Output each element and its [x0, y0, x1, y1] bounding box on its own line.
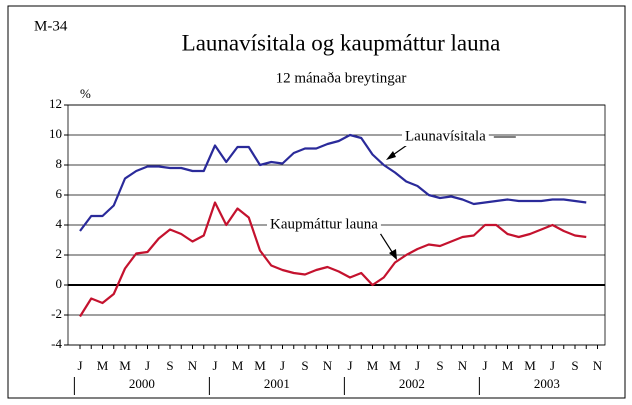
- chart-code: M-34: [34, 18, 68, 34]
- year-label: 2000: [129, 376, 155, 391]
- series-line: [79, 133, 587, 232]
- y-tick-label: 0: [56, 276, 63, 291]
- x-tick-label: N: [458, 358, 468, 373]
- x-tick-label: J: [347, 358, 352, 373]
- x-tick-label: J: [212, 358, 217, 373]
- x-tick-label: J: [550, 358, 555, 373]
- x-tick-label: J: [415, 358, 420, 373]
- x-tick-label: S: [436, 358, 443, 373]
- y-tick-label: 8: [56, 156, 63, 171]
- arrow-head: [389, 249, 397, 260]
- x-tick-label: J: [482, 358, 487, 373]
- x-tick-label: S: [166, 358, 173, 373]
- y-axis-label: %: [80, 86, 91, 101]
- x-tick-label: J: [77, 358, 82, 373]
- y-tick-label: -2: [51, 306, 62, 321]
- x-tick-label: S: [301, 358, 308, 373]
- year-label: 2002: [399, 376, 425, 391]
- label-bg: [267, 216, 381, 234]
- x-tick-label: S: [571, 358, 578, 373]
- chart-subtitle: 12 mánaða breytingar: [276, 70, 407, 86]
- year-label: 2003: [534, 376, 560, 391]
- x-tick-label: M: [97, 358, 109, 373]
- arrow-head: [386, 151, 396, 160]
- y-tick-label: -4: [51, 336, 62, 351]
- x-tick-label: J: [145, 358, 150, 373]
- x-tick-label: M: [119, 358, 131, 373]
- y-tick-label: 12: [49, 96, 62, 111]
- chart-title: Launavísitala og kaupmáttur launa: [182, 30, 501, 55]
- x-tick-label: N: [323, 358, 333, 373]
- x-tick-label: M: [367, 358, 379, 373]
- series-line: [79, 201, 587, 318]
- x-tick-label: M: [502, 358, 514, 373]
- arrow: [379, 232, 395, 256]
- x-tick-label: M: [524, 358, 536, 373]
- y-tick-label: 2: [56, 246, 63, 261]
- x-tick-label: M: [232, 358, 244, 373]
- x-tick-label: M: [254, 358, 266, 373]
- label-bg: [402, 128, 489, 146]
- y-tick-label: 4: [56, 216, 63, 231]
- x-tick-label: J: [280, 358, 285, 373]
- x-tick-label: N: [593, 358, 603, 373]
- x-tick-label: M: [389, 358, 401, 373]
- y-tick-label: 10: [49, 126, 62, 141]
- frame: [7, 5, 626, 399]
- year-label: 2001: [264, 376, 290, 391]
- series-label: Launavísitala: [405, 128, 486, 144]
- series-label: Kaupmáttur launa: [270, 216, 378, 232]
- y-tick-label: 6: [56, 186, 63, 201]
- x-tick-label: N: [188, 358, 198, 373]
